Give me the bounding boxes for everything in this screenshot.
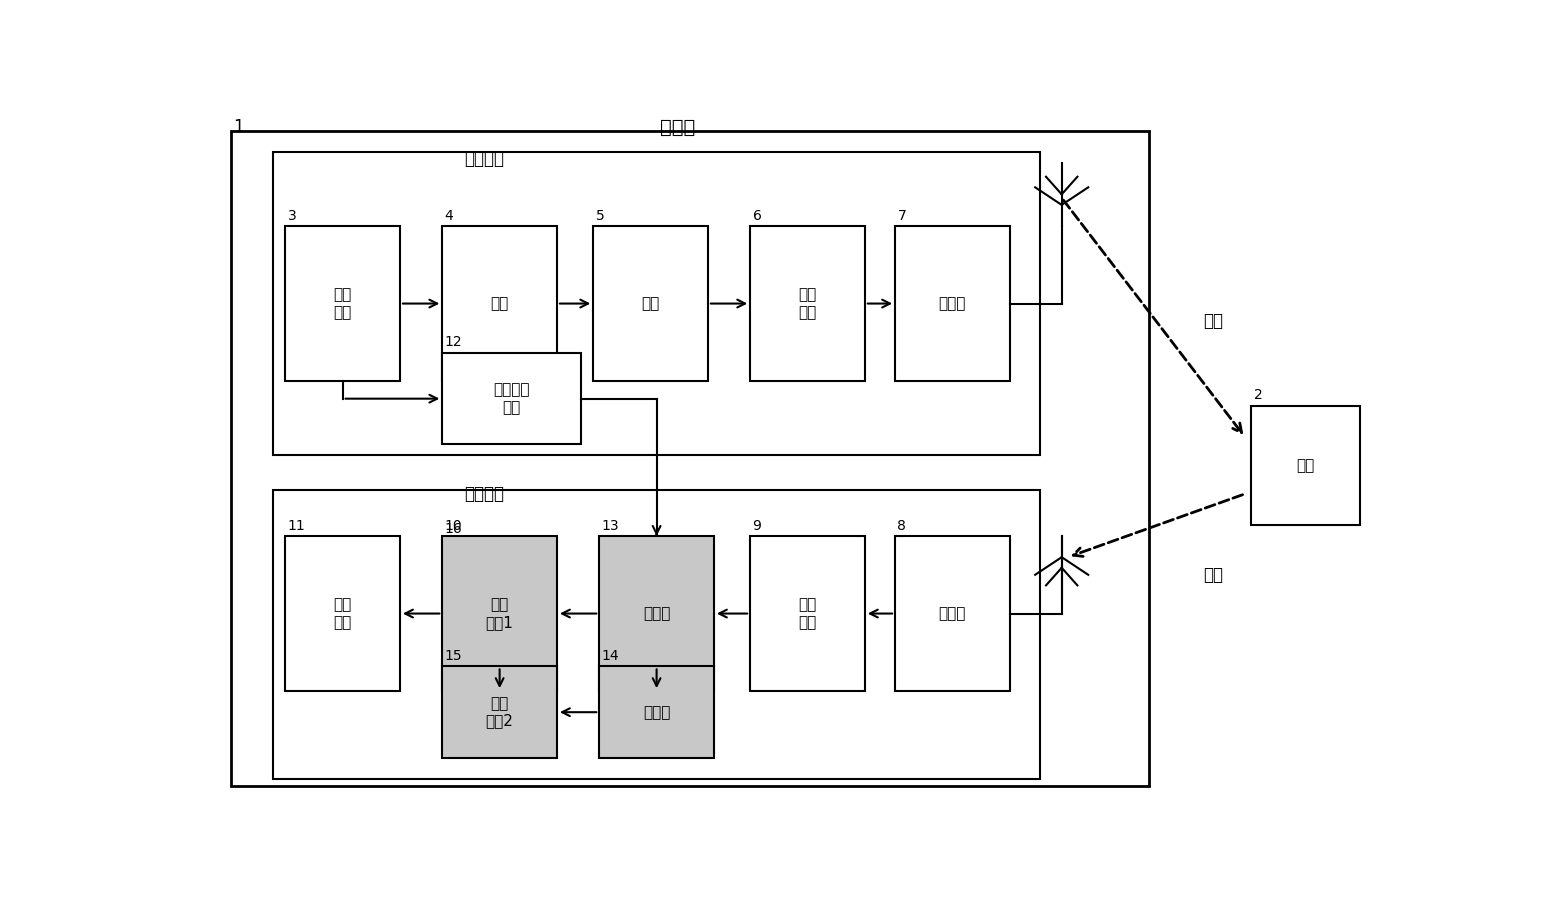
Text: 15: 15 [444, 649, 463, 662]
Bar [751, 536, 865, 691]
Text: 解调
译码2: 解调 译码2 [486, 696, 514, 728]
Text: 模数
变换: 模数 变换 [798, 597, 816, 630]
Text: 9: 9 [753, 519, 762, 533]
Text: 2: 2 [1254, 388, 1262, 403]
Text: 6: 6 [753, 209, 762, 222]
Text: 解调
译码1: 解调 译码1 [486, 597, 514, 630]
Bar [273, 152, 1041, 455]
Text: 读卡器: 读卡器 [661, 118, 695, 137]
Bar [894, 226, 1010, 381]
Text: 理论值: 理论值 [643, 705, 670, 720]
Bar [442, 353, 581, 445]
Bar [231, 131, 1148, 786]
Bar [442, 226, 558, 381]
Text: 16: 16 [444, 522, 463, 536]
Text: 数模
变换: 数模 变换 [798, 287, 816, 319]
Bar [894, 536, 1010, 691]
Text: 调制: 调制 [642, 296, 659, 311]
Text: 3: 3 [288, 209, 296, 222]
Text: 1: 1 [234, 118, 245, 136]
Text: 编码: 编码 [491, 296, 509, 311]
Text: 反向发送: 反向发送 [464, 485, 505, 502]
Bar [1251, 405, 1360, 525]
Bar [285, 226, 400, 381]
Bar [273, 490, 1041, 780]
Text: 前向: 前向 [1203, 312, 1223, 330]
Bar [600, 536, 714, 691]
Text: 下变频: 下变频 [939, 606, 966, 621]
Bar [285, 536, 400, 691]
Bar [442, 536, 558, 691]
Text: 前向发送: 前向发送 [464, 150, 505, 168]
Text: 上变频: 上变频 [939, 296, 966, 311]
Text: 7: 7 [897, 209, 907, 222]
Text: 11: 11 [288, 519, 305, 533]
Bar [600, 666, 714, 758]
Bar [751, 226, 865, 381]
Text: 13: 13 [601, 519, 619, 533]
Text: 协议
处理: 协议 处理 [333, 597, 352, 630]
Text: 5: 5 [595, 209, 605, 222]
Bar [594, 226, 707, 381]
Text: 14: 14 [601, 649, 619, 662]
Text: 4: 4 [444, 209, 453, 222]
Bar [442, 666, 558, 758]
Text: 协议
处理: 协议 处理 [333, 287, 352, 319]
Text: 10: 10 [444, 519, 463, 533]
Text: 12: 12 [444, 335, 463, 350]
Text: 滤波器: 滤波器 [643, 606, 670, 621]
Text: 标签: 标签 [1296, 458, 1315, 473]
Text: 8: 8 [897, 519, 907, 533]
Text: 反向先验
信息: 反向先验 信息 [494, 382, 530, 414]
Text: 反向: 反向 [1203, 565, 1223, 584]
